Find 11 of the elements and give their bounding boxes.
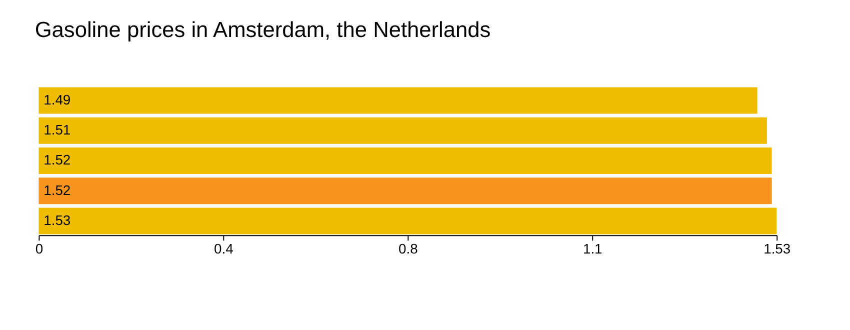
x-tick-label: 0.8 [398,240,418,257]
x-tick-label: 1.1 [582,240,603,257]
x-tick-label: 0.4 [214,240,234,257]
data-label: 1.49 [44,92,71,108]
data-label: 1.52 [44,182,71,198]
data-label: 1.52 [44,152,71,168]
x-tick-label: 1.53 [764,240,791,257]
data-label: 1.53 [44,212,71,228]
data-label: 1.51 [44,122,71,138]
x-tick-label: 0 [35,240,44,257]
chart-title: Gasoline prices in Amsterdam, the Netherlands [34,16,491,42]
